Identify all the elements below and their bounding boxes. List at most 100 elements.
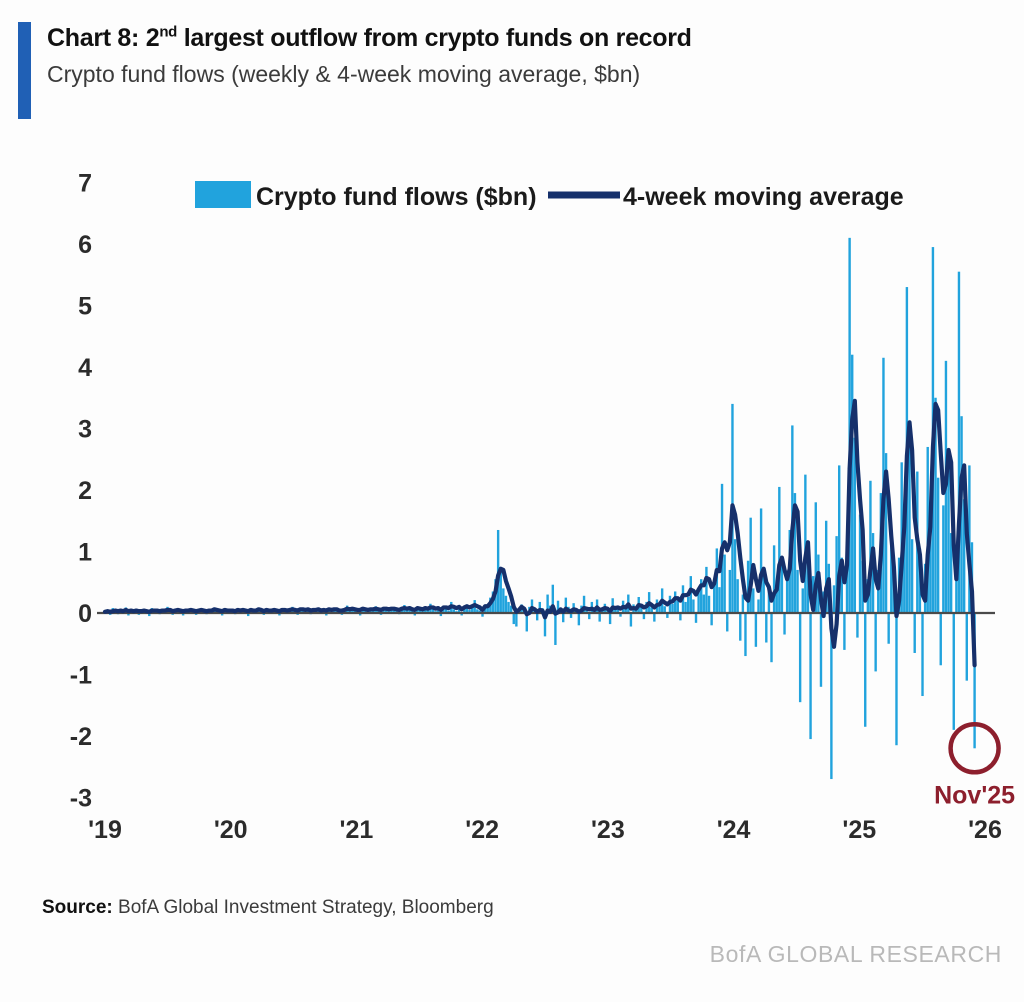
bar	[814, 502, 817, 613]
bar	[658, 603, 661, 613]
bar	[947, 453, 950, 613]
bar	[749, 517, 752, 613]
chart-annotations: Nov'25	[934, 722, 1015, 809]
x-tick-'22: '22	[465, 816, 499, 844]
page-subtitle: Crypto fund flows (weekly & 4-week movin…	[47, 61, 641, 87]
legend-label-bars: Crypto fund flows ($bn)	[256, 183, 537, 211]
bar	[957, 271, 961, 613]
bar	[877, 569, 880, 613]
bar	[762, 576, 765, 613]
bar	[934, 397, 937, 613]
page-title: Chart 8: 2nd largest outflow from crypto…	[47, 24, 692, 52]
y-tick-0: 0	[78, 600, 92, 628]
bar	[582, 595, 586, 613]
bar	[348, 610, 351, 613]
x-tick-'23: '23	[591, 816, 625, 844]
bar	[640, 605, 643, 613]
bar	[890, 526, 893, 613]
bar	[913, 613, 916, 653]
line-series-4-week-moving-average	[102, 398, 977, 668]
bar	[705, 566, 708, 614]
moving-average-path	[102, 398, 977, 668]
y-tick-3: 3	[78, 416, 92, 444]
bar	[512, 613, 515, 625]
bar	[538, 601, 541, 613]
bar	[535, 613, 539, 621]
bar	[848, 237, 851, 613]
legend-label-moving-average: 4-week moving average	[623, 183, 904, 211]
bar	[936, 477, 940, 613]
bar	[697, 589, 700, 613]
bar	[840, 557, 843, 613]
bar	[733, 539, 737, 613]
chart-header: Chart 8: 2nd largest outflow from crypto…	[18, 22, 1004, 119]
bar	[507, 601, 510, 613]
bar	[707, 595, 711, 613]
bar	[486, 608, 489, 613]
bar	[759, 508, 763, 613]
bar	[952, 613, 955, 730]
bar	[710, 613, 713, 626]
bar	[830, 613, 833, 780]
source-label: Source:	[42, 897, 113, 918]
bar	[569, 613, 573, 618]
bar	[679, 613, 682, 621]
annotation-circle	[948, 722, 1001, 775]
bar	[962, 499, 966, 613]
y-tick-2: 2	[78, 477, 92, 505]
bar	[884, 453, 888, 613]
bar	[653, 613, 656, 622]
brand-footer: BofA GLOBAL RESEARCH	[709, 941, 1002, 967]
bar	[476, 609, 479, 613]
bar	[796, 569, 799, 613]
bar	[598, 613, 601, 622]
bar	[525, 613, 528, 632]
bar	[384, 609, 388, 613]
bar	[405, 609, 409, 613]
bar	[499, 568, 502, 613]
accent-bar	[18, 22, 31, 119]
bar	[718, 587, 721, 613]
bar	[642, 613, 646, 620]
bar	[504, 595, 508, 613]
x-tick-'24: '24	[717, 816, 751, 844]
bar	[780, 560, 784, 613]
title-prefix: Chart 8: 2	[47, 24, 160, 52]
y-axis-tick-labels: 7 6 5 4 3 2 1 0 -1 -2 -3	[70, 170, 92, 813]
x-tick-'21: '21	[340, 816, 374, 844]
bar	[824, 520, 828, 613]
bar	[785, 579, 789, 613]
bar	[921, 613, 924, 697]
bar	[692, 599, 695, 613]
bar	[723, 554, 726, 613]
bar	[624, 606, 627, 613]
bar	[801, 588, 804, 613]
bar	[838, 465, 841, 613]
bar	[955, 554, 958, 613]
bar	[509, 605, 513, 613]
bar	[577, 613, 581, 626]
bar	[278, 613, 281, 616]
bar	[418, 609, 422, 613]
bar	[689, 576, 692, 613]
bar	[619, 613, 622, 617]
bar	[772, 545, 776, 613]
x-tick-'19: '19	[88, 816, 122, 844]
bar	[843, 613, 846, 650]
bar	[470, 607, 474, 613]
bar	[629, 613, 633, 627]
y-tick--3: -3	[70, 785, 92, 813]
bar	[853, 437, 857, 613]
bar	[468, 609, 471, 613]
bar	[663, 606, 666, 613]
bar	[887, 613, 890, 644]
bar	[687, 597, 690, 613]
bar	[608, 613, 612, 625]
bar	[684, 601, 687, 613]
bar	[736, 579, 739, 613]
bar	[460, 613, 463, 616]
bar	[744, 613, 747, 657]
x-tick-'25: '25	[842, 816, 876, 844]
bar	[413, 613, 417, 616]
bar	[650, 607, 653, 613]
